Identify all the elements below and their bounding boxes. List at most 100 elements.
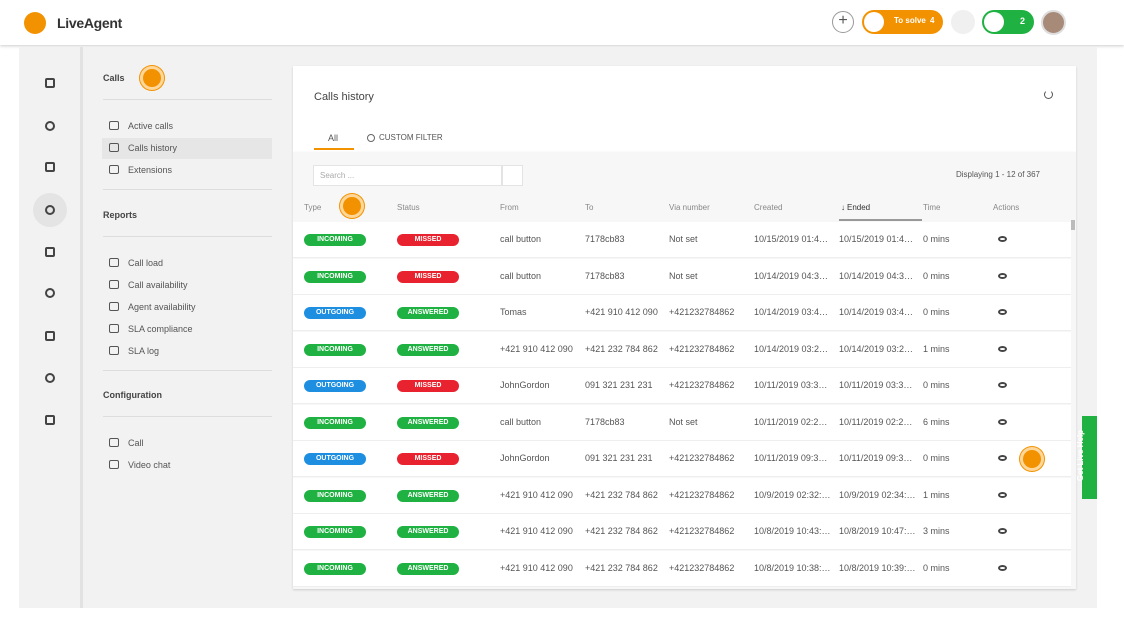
view-button[interactable] [998, 272, 1007, 279]
add-button[interactable]: + [832, 11, 854, 33]
status-badge: ANSWERED [397, 307, 459, 319]
nav-icon[interactable] [45, 247, 55, 257]
nav-item[interactable]: SLA log [128, 346, 160, 356]
calls-button[interactable]: 2 [982, 10, 1034, 34]
status-badge: ANSWERED [397, 343, 459, 356]
tab-custom-filter[interactable]: CUSTOM FILTER [379, 133, 443, 142]
nav-icon[interactable] [45, 373, 55, 383]
nav-item[interactable]: Video chat [128, 460, 171, 470]
cell: 6 mins [923, 416, 950, 427]
get-live-help[interactable]: Get Live Help [1076, 416, 1097, 499]
view-button[interactable] [998, 309, 1007, 315]
column-header: Created [754, 203, 783, 212]
refresh-button[interactable] [1044, 90, 1053, 99]
item-icon [109, 121, 119, 130]
view-button[interactable] [998, 236, 1007, 242]
divider [103, 99, 272, 100]
type-badge: INCOMING [304, 526, 366, 538]
cell: 091 321 231 231 [585, 380, 653, 390]
cell: 10/8/2019 10:43:… [754, 526, 831, 536]
cell: +421232784862 [669, 562, 735, 573]
cell: 10/11/2019 03:3… [839, 380, 913, 390]
tab-underline [314, 148, 354, 150]
item-icon [109, 143, 119, 152]
nav-item[interactable]: Extensions [128, 165, 173, 175]
nav-item[interactable]: Calls history [128, 143, 178, 153]
view-button[interactable] [998, 455, 1007, 461]
divider [103, 370, 272, 371]
divider [103, 189, 272, 190]
sidebar: Calls Active calls Calls history Extensions… [86, 47, 286, 608]
column-header: Status [397, 203, 420, 212]
table-row: INCOMING ANSWERED call button 7178cb83 Not s… [293, 404, 1071, 441]
nav-item[interactable]: SLA compliance [128, 324, 193, 334]
nav-item[interactable]: Agent availability [128, 302, 196, 312]
nav-icon[interactable] [45, 121, 55, 131]
menu-button[interactable] [951, 10, 975, 34]
avatar[interactable] [1041, 10, 1066, 35]
divider [103, 416, 272, 417]
displaying-count: Displaying 1 - 12 of 367 [955, 170, 1040, 179]
search-button[interactable] [502, 165, 523, 186]
cell: 10/11/2019 09:3… [839, 453, 913, 463]
column-header: Type [304, 203, 322, 212]
nav-item[interactable]: Call load [128, 258, 164, 268]
column-header: To [585, 203, 594, 212]
cell: 10/14/2019 04:3… [754, 270, 829, 281]
cell: JohnGordon [500, 380, 550, 390]
nav-icon[interactable] [45, 288, 55, 298]
nav-item[interactable]: Active calls [128, 121, 174, 131]
view-button[interactable] [998, 564, 1007, 571]
cell: +421 910 412 090 [500, 562, 573, 573]
nav-item[interactable]: Call availability [128, 280, 188, 290]
nav-icon[interactable] [45, 78, 55, 88]
cell: 0 mins [923, 234, 950, 244]
type-badge: OUTGOING [304, 453, 366, 465]
view-button[interactable] [998, 418, 1007, 425]
item-icon [109, 346, 119, 355]
highlight [340, 194, 364, 218]
sort-arrow: ↓ [841, 203, 845, 212]
cell: 0 mins [923, 270, 950, 281]
cell: 7178cb83 [585, 270, 625, 281]
nav-icon[interactable] [45, 162, 55, 172]
to-solve-button[interactable]: To solve 4 [862, 10, 943, 34]
divider [103, 236, 272, 237]
tab-all[interactable]: All [328, 133, 339, 143]
nav-icon[interactable] [45, 415, 55, 425]
column-header: Via number [669, 203, 710, 212]
cell: 0 mins [923, 380, 950, 390]
table-row: INCOMING ANSWERED +421 910 412 090 +421 232… [293, 550, 1071, 587]
cell: +421 232 784 862 [585, 526, 658, 536]
cell: 10/14/2019 03:4… [754, 307, 829, 317]
column-header: From [500, 203, 519, 212]
cell: Not set [669, 270, 698, 281]
item-icon [109, 165, 119, 174]
cell: +421232784862 [669, 380, 735, 390]
view-button[interactable] [998, 528, 1007, 534]
cell: 10/11/2019 02:2… [754, 416, 828, 427]
table-row: INCOMING ANSWERED +421 910 412 090 +421 232… [293, 514, 1071, 550]
section-title: Calls [103, 73, 125, 83]
help-label: Get Live Help [1076, 429, 1086, 482]
cell: +421 910 412 090 [500, 343, 573, 354]
cell: 10/11/2019 02:2… [839, 416, 913, 427]
nav-icon[interactable] [45, 205, 55, 215]
nav-icon[interactable] [45, 331, 55, 341]
nav-item[interactable]: Call [128, 438, 144, 448]
table-row: INCOMING MISSED call button 7178cb83 Not set… [293, 222, 1071, 258]
cell: 7178cb83 [585, 234, 625, 244]
cell: +421232784862 [669, 343, 735, 354]
search-box[interactable]: Search ... [313, 165, 502, 186]
view-button[interactable] [998, 345, 1007, 352]
cell: +421 232 784 862 [585, 489, 658, 500]
cell: 10/11/2019 09:3… [754, 453, 828, 463]
view-button[interactable] [998, 491, 1007, 498]
cell: 10/11/2019 03:3… [754, 380, 828, 390]
cell: Not set [669, 416, 698, 427]
logo-icon [24, 12, 46, 34]
column-header: Time [923, 203, 941, 212]
to-solve-count: 4 [930, 16, 935, 25]
column-header: Actions [993, 203, 1020, 212]
view-button[interactable] [998, 382, 1007, 388]
